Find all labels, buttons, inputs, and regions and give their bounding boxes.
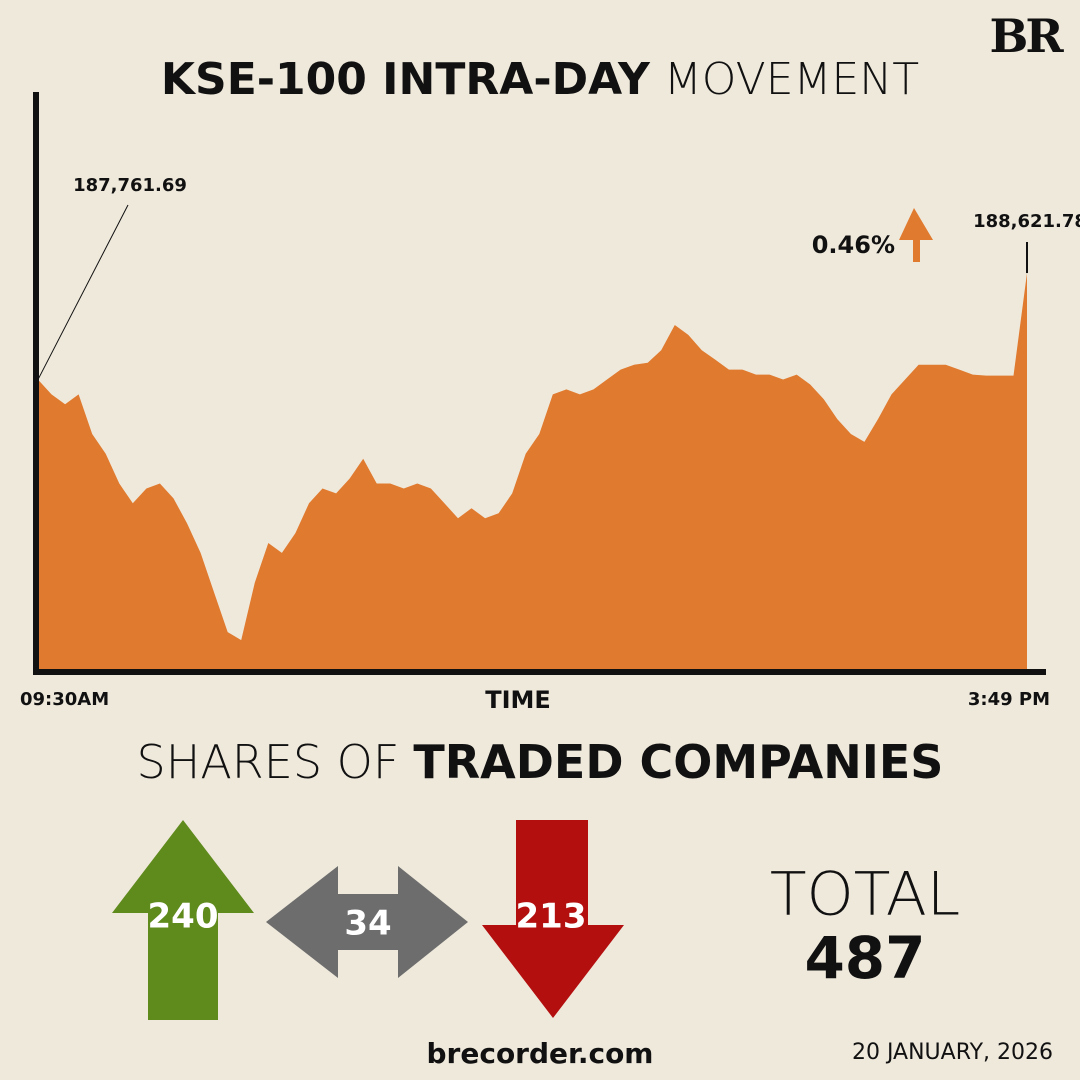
date: 20 JANUARY, 2026 [852, 1040, 1053, 1065]
advance-count: 240 [148, 897, 219, 937]
title-light: MOVEMENT [664, 54, 919, 105]
shares-title-bold: TRADED COMPANIES [413, 735, 943, 789]
site: brecorder.com [427, 1037, 654, 1070]
change-arrow [899, 208, 933, 262]
value-label: 188,621.78 [973, 211, 1080, 232]
advance-arrow [112, 820, 254, 1020]
plot [38, 273, 1027, 672]
x-tick-label: 3:49 PM [968, 689, 1050, 710]
logo: BR [989, 9, 1064, 63]
x-axis-label: TIME [485, 686, 551, 714]
x-tick-label: 09:30AM [20, 689, 109, 710]
value-label: 187,761.69 [73, 175, 187, 196]
unchanged-arrow [266, 866, 468, 978]
total-value: 487 [804, 924, 925, 992]
change-label: 0.46% [812, 231, 895, 259]
shares-title: SHARES OF TRADED COMPANIES [137, 735, 944, 789]
shares-title-light: SHARES OF [137, 735, 400, 789]
decline-count: 213 [516, 897, 587, 937]
total-label: TOTAL [770, 860, 960, 930]
decline-arrow [482, 820, 624, 1018]
title-bold: KSE-100 INTRA-DAY [161, 54, 651, 105]
chart-title: KSE-100 INTRA-DAY MOVEMENT [161, 54, 919, 105]
leader-line [37, 204, 129, 380]
unchanged-count: 34 [344, 904, 391, 944]
area [38, 273, 1027, 672]
